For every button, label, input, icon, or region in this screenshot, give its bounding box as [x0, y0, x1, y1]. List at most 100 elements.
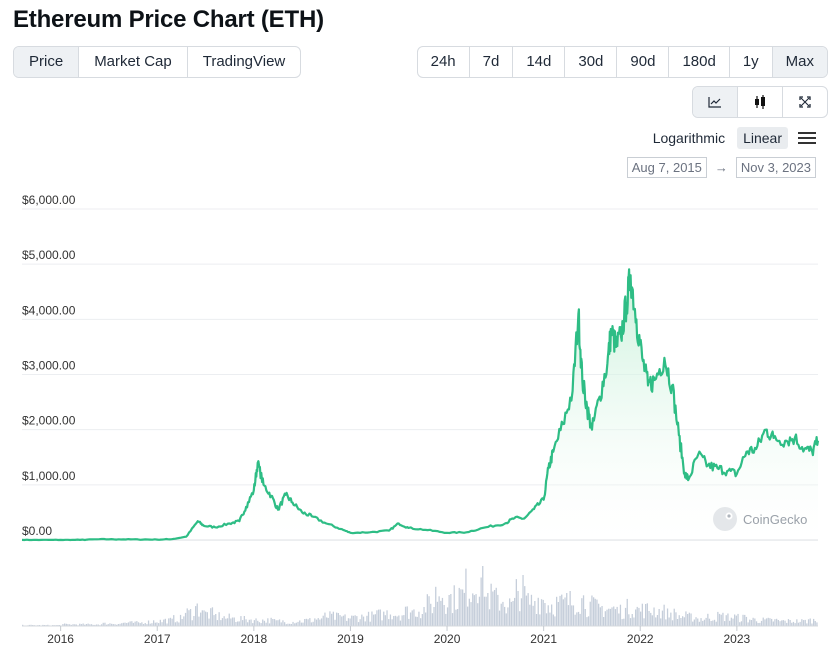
volume-bar	[776, 618, 778, 626]
volume-bar	[587, 616, 590, 626]
volume-bar	[749, 619, 751, 626]
volume-bar	[485, 596, 487, 626]
volume-bar	[403, 615, 405, 626]
volume-bar	[252, 623, 254, 626]
volume-bar	[369, 621, 371, 626]
volume-bar	[178, 622, 180, 626]
volume-bar	[359, 619, 361, 626]
volume-bar	[490, 583, 492, 626]
volume-bar	[82, 623, 84, 626]
volume-bar	[371, 611, 373, 626]
volume-bar	[730, 617, 732, 626]
volume-bar	[357, 622, 360, 626]
hamburger-menu-icon[interactable]	[798, 131, 816, 145]
line-chart-button[interactable]	[693, 87, 738, 117]
volume-bar	[149, 623, 151, 626]
volume-bar	[242, 620, 244, 626]
volume-bar	[453, 585, 455, 626]
volume-bar	[154, 622, 156, 626]
volume-bar	[80, 624, 83, 626]
volume-bar	[640, 611, 642, 626]
tab-market-cap[interactable]: Market Cap	[79, 47, 188, 77]
volume-bar	[468, 598, 470, 626]
range-1y-button[interactable]: 1y	[730, 47, 773, 77]
volume-bar	[702, 620, 704, 626]
tab-tradingview[interactable]: TradingView	[202, 53, 286, 70]
volume-bar	[243, 616, 245, 626]
volume-bar	[629, 618, 632, 626]
x-tick-label: 2018	[240, 632, 267, 646]
volume-bar	[94, 624, 96, 626]
range-90d-button[interactable]: 90d	[617, 47, 670, 77]
logarithmic-option[interactable]: Logarithmic	[652, 130, 726, 146]
volume-bar	[386, 610, 388, 626]
volume-bar	[572, 605, 575, 626]
range-24h-button[interactable]: 24h	[418, 47, 470, 77]
volume-bar	[650, 612, 652, 626]
volume-bar	[556, 596, 558, 626]
volume-bar	[250, 619, 252, 626]
volume-bar	[201, 610, 203, 626]
volume-bar	[213, 615, 215, 626]
volume-bar	[549, 612, 551, 626]
volume-bar	[613, 606, 615, 626]
volume-bar	[263, 620, 266, 626]
volume-bar	[621, 619, 623, 626]
volume-bar	[722, 612, 724, 626]
volume-bar	[581, 598, 583, 626]
volume-bar	[284, 622, 286, 626]
volume-bar	[122, 622, 125, 626]
y-tick-label: $5,000.00	[22, 248, 76, 262]
volume-bar	[127, 622, 130, 626]
volume-bar	[460, 589, 462, 626]
date-from-input[interactable]: Aug 7, 2015	[626, 157, 707, 178]
linear-option[interactable]: Linear	[737, 127, 788, 149]
volume-bar	[109, 623, 111, 626]
volume-bar	[327, 617, 329, 626]
volume-bar	[760, 620, 763, 626]
tab-price[interactable]: Price	[14, 47, 80, 77]
range-14d-button[interactable]: 14d	[513, 47, 566, 77]
volume-bar	[277, 620, 279, 626]
volume-bar	[478, 596, 481, 626]
volume-bar	[670, 612, 672, 626]
volume-bar	[656, 615, 659, 626]
expand-button[interactable]	[783, 87, 827, 117]
range-30d-button[interactable]: 30d	[565, 47, 618, 77]
range-max-button[interactable]: Max	[772, 47, 827, 77]
volume-bar	[675, 612, 677, 626]
volume-bar	[487, 593, 489, 626]
volume-bar	[121, 623, 123, 626]
volume-bar	[589, 601, 591, 626]
volume-bar	[697, 618, 699, 626]
candlestick-button[interactable]	[738, 87, 783, 117]
range-180d-button[interactable]: 180d	[669, 47, 730, 77]
volume-bar	[426, 594, 428, 626]
volume-bar	[351, 615, 353, 626]
volume-bar	[557, 602, 559, 626]
volume-bar	[196, 603, 198, 626]
volume-bar	[519, 611, 521, 626]
volume-bar	[482, 566, 484, 626]
date-to-input[interactable]: Nov 3, 2023	[735, 157, 816, 178]
volume-bar	[593, 597, 595, 626]
volume-bar	[488, 609, 491, 626]
x-tick-label: 2017	[144, 632, 171, 646]
volume-bar	[341, 616, 343, 626]
volume-bar	[598, 603, 600, 626]
volume-bar	[525, 595, 528, 626]
volume-bar	[378, 609, 380, 626]
volume-bar	[665, 619, 667, 626]
y-tick-label: $3,000.00	[22, 359, 76, 373]
volume-bar	[470, 602, 472, 626]
volume-bar	[718, 613, 721, 626]
volume-bar	[720, 614, 722, 626]
volume-bar	[247, 622, 249, 626]
range-7d-button[interactable]: 7d	[470, 47, 514, 77]
volume-bar	[393, 616, 395, 626]
volume-bar	[211, 607, 214, 626]
volume-bar	[200, 612, 202, 626]
date-range: Aug 7, 2015 → Nov 3, 2023	[626, 157, 816, 178]
volume-bar	[577, 611, 580, 626]
